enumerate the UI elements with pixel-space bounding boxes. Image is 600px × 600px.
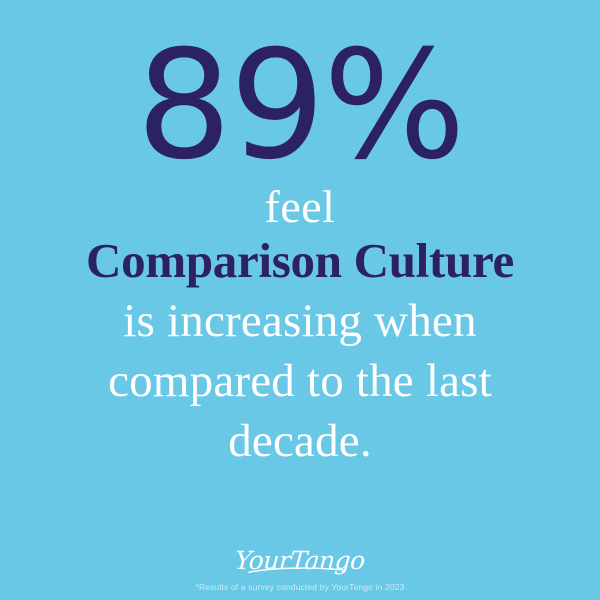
stat-headline-container: 89% [0,18,600,193]
statement-line-1: feel [264,181,336,232]
yourtango-logo: YourTango [225,541,375,575]
card-footer: YourTango *Results of a survey conducted… [0,541,600,592]
stat-percentage: 89% [136,18,465,193]
statement-line-4: compared to the last [108,354,492,407]
statement-line-2-highlight: Comparison Culture [86,232,514,288]
statement-line-3: is increasing when [123,294,477,347]
statement-line-5: decade. [228,414,372,467]
logo-swoosh-icon [248,567,346,574]
statement-block: feel Comparison Culture is increasing wh… [0,181,600,471]
survey-footnote: *Results of a survey conducted by YourTa… [195,582,405,592]
